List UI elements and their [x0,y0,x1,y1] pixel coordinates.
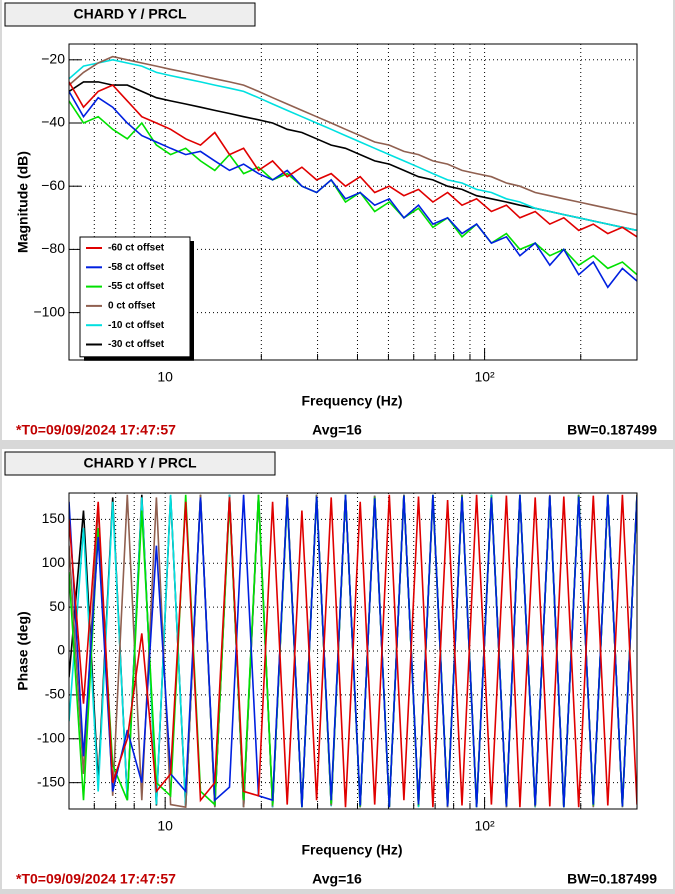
plot-frame [68,43,638,361]
panel-background [2,0,673,440]
y-tick-label: -100 [37,729,65,745]
y-axis-label: Phase (deg) [15,611,31,690]
panel: CHARD Y / PRCL 10 10² -150 -100 -50 0 50 100 150 F… [2,449,673,889]
footer-text: BW=0.187499 [567,422,657,438]
y-tick-label: −40 [41,114,65,130]
legend-label: 0 ct offset [108,301,156,312]
legend-box [79,236,191,358]
y-tick-label: 100 [42,554,66,570]
x-tick-label: 10² [474,818,495,834]
legend-label: -55 ct offset [108,281,165,292]
series-line [69,58,637,232]
panel: CHARD Y / PRCL 10 10² −100 −80 −60 −40 −20 -60 c… [2,0,673,440]
y-tick-label: 0 [57,642,65,658]
legend-label: -30 ct offset [108,339,165,350]
x-tick-label: 10 [157,369,173,385]
title-box [4,2,256,27]
panel-title: CHARD Y / PRCL [73,6,187,22]
x-tick-label: 10 [157,818,173,834]
legend-label: -10 ct offset [108,320,165,331]
y-tick-label: -150 [37,773,65,789]
y-tick-label: −20 [41,51,65,67]
panel-title: CHARD Y / PRCL [83,455,197,471]
footer-text: *T0=09/09/2024 17:47:57 [16,871,176,887]
title-box [4,451,276,476]
plot-frame [68,492,638,810]
legend-label: -58 ct offset [108,262,165,273]
footer-text: BW=0.187499 [567,871,657,887]
footer-text: *T0=09/09/2024 17:47:57 [16,422,176,438]
series-line [69,100,637,276]
footer-text: Avg=16 [312,871,362,887]
y-tick-label: −60 [41,177,65,193]
y-axis-label: Magnitude (dB) [15,151,31,253]
series-line [69,91,637,289]
x-axis-label: Frequency (Hz) [301,842,402,858]
x-tick-label: 10² [474,369,495,385]
footer-text: Avg=16 [312,422,362,438]
x-axis-label: Frequency (Hz) [301,393,402,409]
y-tick-label: -50 [45,686,65,702]
y-tick-label: 150 [42,510,66,526]
y-tick-label: 50 [49,598,65,614]
series-line [69,55,637,216]
y-tick-label: −100 [33,303,65,319]
legend-label: -60 ct offset [108,243,165,254]
series-line [69,494,637,808]
series-line [69,81,637,238]
y-tick-label: −80 [41,240,65,256]
